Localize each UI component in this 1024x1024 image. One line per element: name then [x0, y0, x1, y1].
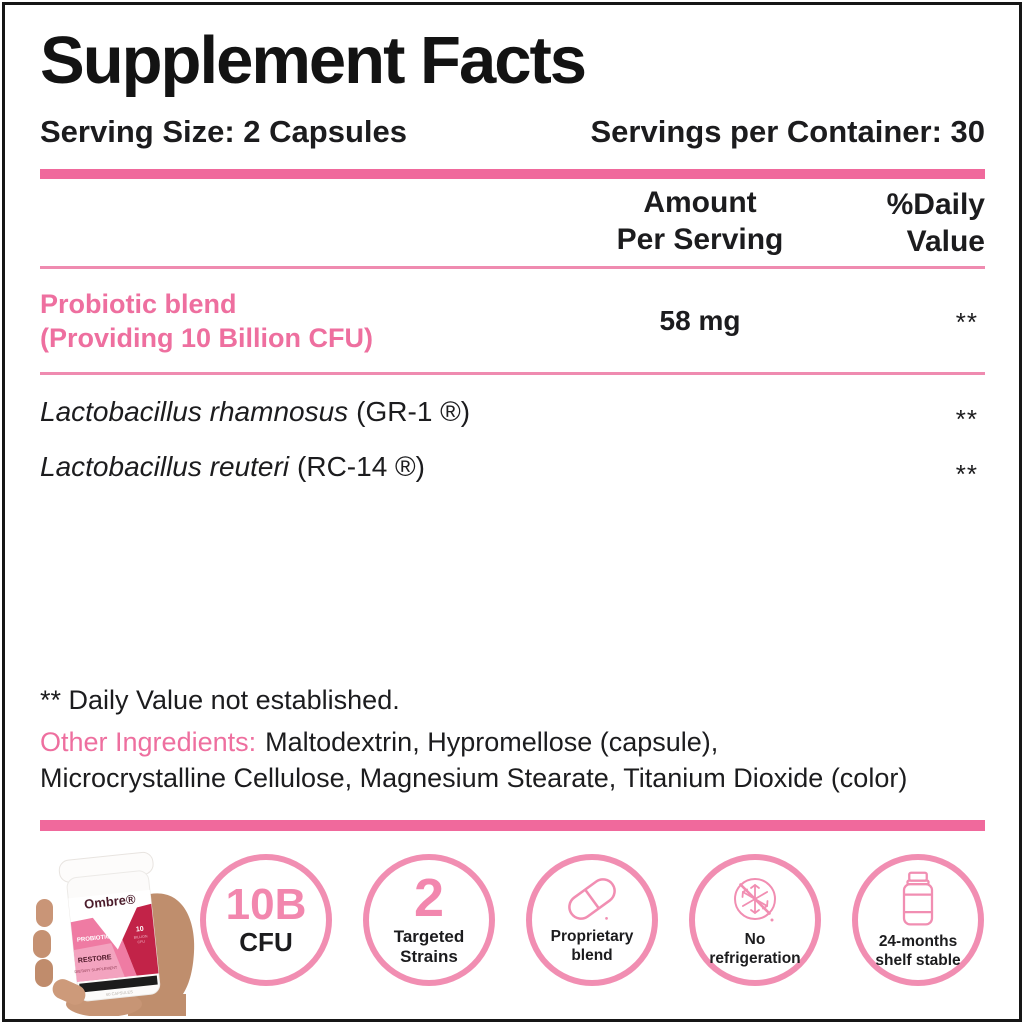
other-ingredients-line1: Other Ingredients: Maltodextrin, Hypromel… — [40, 724, 907, 760]
divider-thin-2 — [40, 372, 985, 375]
divider-thin-1 — [40, 266, 985, 269]
divider-thick-bottom — [40, 820, 985, 831]
rhamnosus-dv: ** — [955, 404, 978, 434]
badge-2-strains: 2 Targeted Strains — [363, 854, 495, 986]
serving-size-text: Serving Size: 2 Capsules — [40, 114, 407, 149]
jar-dietary-text: DIETARY SUPPLEMENT — [74, 966, 118, 975]
jar-capsules-text: 60 CAPSULES — [106, 989, 134, 997]
jar-10-text: 10 — [136, 926, 145, 934]
jar-probiotic-text: PROBIOTIC — [77, 934, 111, 944]
badge-10b-cfu: 10B CFU — [200, 854, 332, 986]
badge-no-refrigeration-line2: refrigeration — [709, 949, 801, 967]
probiotic-blend-amount: 58 mg — [659, 305, 741, 336]
reuteri-dv: ** — [955, 459, 978, 489]
column-header-daily-value: %Daily Value — [887, 186, 985, 260]
jar-label-light-pink — [73, 943, 125, 982]
badge-shelf-stable-line2: shelf stable — [875, 951, 961, 969]
probiotic-blend-dv: ** — [955, 307, 978, 337]
badge-no-refrigeration: No refrigeration — [689, 854, 821, 986]
strain-name: (RC-14 ®) — [297, 451, 425, 482]
badge-proprietary-label: Proprietary blend — [551, 927, 634, 965]
badge-10b-number: 10B — [225, 879, 307, 929]
badge-2-label-line1: Targeted — [393, 926, 465, 946]
jar-label-wedge — [90, 906, 138, 950]
column-header-dv-line2: Value — [906, 225, 985, 258]
badge-shelf-stable-line1: 24-months — [878, 932, 958, 950]
no-refrigeration-icon — [734, 877, 776, 921]
other-ingredients-label: Other Ingredients: — [40, 727, 257, 757]
fingertip-icon — [36, 899, 53, 927]
servings-per-container-text: Servings per Container: 30 — [590, 114, 985, 149]
row-lactobacillus-reuteri: Lactobacillus reuteri (RC-14 ®) — [40, 451, 425, 483]
hand-wrist — [128, 994, 186, 1016]
thumb — [52, 979, 86, 1005]
column-header-amount-line2: Per Serving — [616, 223, 784, 256]
page-title: Supplement Facts — [40, 23, 587, 98]
serving-info-row: Serving Size: 2 Capsules Servings per Co… — [40, 114, 985, 150]
fingertip-icon — [35, 959, 53, 987]
other-ingredients-text1: Maltodextrin, Hypromellose (capsule), — [265, 727, 719, 757]
product-photo-hand-jar: Ombre® PROBIOTIC RESTORE DIETARY SUPPLEM… — [33, 851, 195, 1016]
daily-value-footnote: ** Daily Value not established. — [40, 685, 400, 715]
jar-black-band — [79, 975, 158, 993]
badge-2-label: Targeted Strains — [394, 927, 465, 967]
badge-2-number: 2 — [413, 868, 445, 929]
column-header-amount-line1: Amount — [643, 186, 757, 219]
row-lactobacillus-rhamnosus: Lactobacillus rhamnosus (GR-1 ®) — [40, 396, 470, 428]
divider-thick-top — [40, 169, 985, 179]
badge-shelf-stable: 24-months shelf stable — [852, 854, 984, 986]
strain-name: (GR-1 ®) — [356, 396, 471, 427]
capsule-icon — [568, 877, 616, 920]
badge-no-refrigeration-label: No refrigeration — [709, 930, 800, 968]
other-ingredients-text2: Microcrystalline Cellulose, Magnesium St… — [40, 763, 908, 793]
badge-proprietary-line1: Proprietary — [550, 927, 634, 945]
other-ingredients: Other Ingredients: Maltodextrin, Hypromel… — [40, 724, 907, 796]
badge-proprietary-blend: Proprietary blend — [526, 854, 658, 986]
probiotic-blend-subtext: (Providing 10 Billion CFU) — [40, 323, 374, 353]
pill-bottle-icon — [902, 871, 934, 926]
badge-10b-label: CFU — [239, 927, 293, 958]
fingertip-icon — [33, 930, 51, 958]
probiotic-blend-name: Probiotic blend — [40, 289, 237, 319]
badge-2-label-line2: Strains — [400, 946, 458, 966]
species-name: Lactobacillus rhamnosus — [40, 396, 349, 427]
jar-brand: Ombre® — [83, 891, 136, 911]
jar-cfu-text: CFU — [137, 940, 145, 945]
jar-billion-text: BILLION — [134, 934, 149, 939]
column-header-dv-line1: %Daily — [886, 188, 985, 221]
badge-proprietary-line2: blend — [571, 946, 613, 964]
badge-no-refrigeration-line1: No — [744, 930, 766, 948]
jar-restore-text: RESTORE — [78, 954, 113, 965]
column-header-amount: Amount Per Serving — [545, 184, 855, 258]
probiotic-jar: Ombre® PROBIOTIC RESTORE DIETARY SUPPLEM… — [58, 851, 161, 1002]
badge-shelf-stable-label: 24-months shelf stable — [875, 932, 960, 970]
species-name: Lactobacillus reuteri — [40, 451, 290, 482]
row-probiotic-blend: Probiotic blend (Providing 10 Billion CF… — [40, 287, 373, 355]
